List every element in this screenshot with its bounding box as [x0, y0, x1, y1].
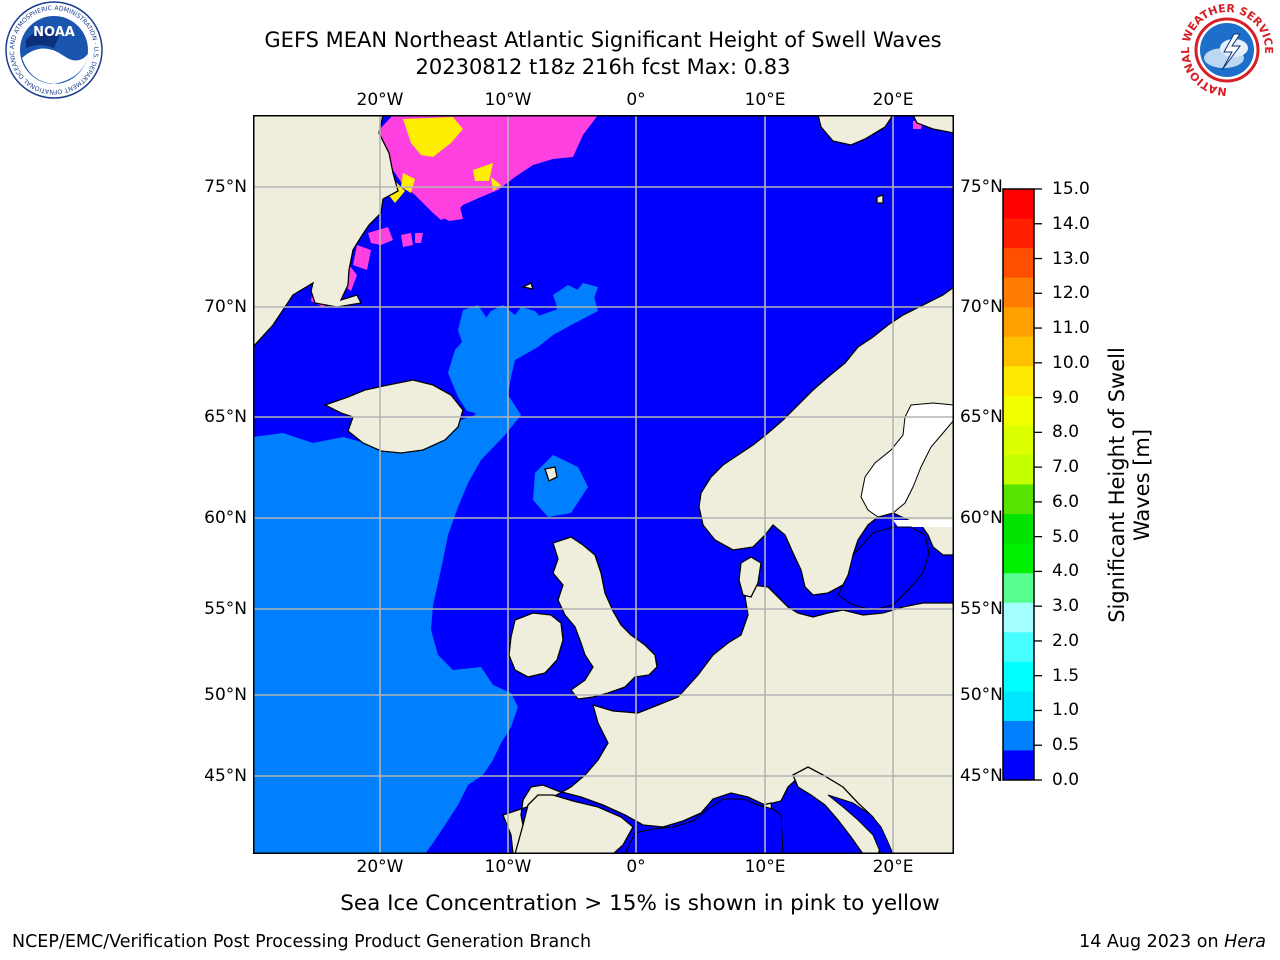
svalbard: [817, 115, 894, 146]
lat-tick-left: 75°N: [204, 177, 247, 197]
colorbar-band: [1003, 277, 1034, 308]
greenland: [253, 115, 399, 348]
colorbar-label: Significant Height of Swell Waves [m]: [1105, 347, 1154, 623]
colorbar-tick-label: 14.0: [1052, 213, 1090, 234]
lon-tick-bottom: 20°E: [872, 857, 914, 877]
colorbar-tick-label: 0.0: [1052, 770, 1080, 790]
colorbar-band: [1003, 395, 1034, 426]
lon-tick-top: 20°W: [356, 90, 404, 110]
lat-tick-left: 45°N: [204, 766, 247, 786]
colorbar-band: [1003, 573, 1034, 604]
lon-tick-bottom: 20°W: [356, 857, 404, 877]
colorbar-tick-label: 5.0: [1052, 526, 1080, 547]
map-gridlines: [253, 115, 954, 854]
colorbar-tick-label: 3.0: [1052, 596, 1080, 617]
colorbar-band: [1003, 425, 1034, 456]
svg-text:NOAA: NOAA: [33, 25, 75, 40]
colorbar-tick-label: 7.0: [1052, 457, 1080, 478]
footer-host: Hera: [1224, 932, 1266, 952]
lon-tick-top: 10°W: [484, 90, 532, 110]
lat-tick-left: 70°N: [204, 297, 247, 317]
colorbar-tick-label: 4.0: [1052, 561, 1080, 582]
lon-tick-top: 10°E: [744, 90, 786, 110]
great-britain: [552, 536, 658, 700]
lat-tick-right: 65°N: [960, 407, 1003, 427]
colorbar-band: [1003, 366, 1034, 397]
colorbar-band: [1003, 336, 1034, 367]
colorbar-band: [1003, 248, 1034, 279]
map-frame: [253, 115, 954, 854]
map-plot: [253, 115, 954, 854]
swell-region-mid: [253, 285, 598, 854]
denmark: [738, 556, 762, 598]
footer-date: 14 Aug 2023 on Hera: [1079, 932, 1266, 952]
swell-region-mid-north: [448, 289, 588, 415]
colorbar-band: [1003, 750, 1034, 781]
sea-ice-high: [387, 117, 501, 203]
colorbar-tick-label: 13.0: [1052, 248, 1090, 269]
colorbar-tick-label: 8.0: [1052, 422, 1080, 443]
lon-tick-top: 20°E: [872, 90, 914, 110]
italy: [792, 766, 886, 854]
lat-tick-right: 50°N: [960, 685, 1003, 705]
colorbar-tick-label: 9.0: [1052, 387, 1080, 408]
lat-tick-left: 50°N: [204, 685, 247, 705]
lat-tick-right: 70°N: [960, 297, 1003, 317]
lon-tick-bottom: 10°E: [744, 857, 786, 877]
colorbar-band: [1003, 484, 1034, 515]
colorbar-band: [1003, 543, 1034, 574]
lat-tick-right: 45°N: [960, 766, 1003, 786]
colorbar-tick-label: 10.0: [1052, 352, 1090, 373]
lat-tick-left: 60°N: [204, 508, 247, 528]
colorbar-band: [1003, 661, 1034, 692]
colorbar-tick-label: 12.0: [1052, 283, 1090, 304]
chart-title: GEFS MEAN Northeast Atlantic Significant…: [264, 28, 942, 52]
colorbar-band: [1003, 189, 1034, 220]
lat-tick-right: 60°N: [960, 508, 1003, 528]
colorbar-tick-label: 15.0: [1052, 179, 1090, 199]
colorbar-band: [1003, 307, 1034, 338]
sea-ice-note: Sea Ice Concentration > 15% is shown in …: [340, 891, 940, 916]
lon-tick-bottom: 0°: [626, 857, 646, 877]
chart-subtitle: 20230812 t18z 216h fcst Max: 0.83: [415, 55, 791, 79]
iberia: [514, 794, 634, 854]
colorbar-tick-label: 1.0: [1052, 700, 1080, 721]
colorbar-band: [1003, 514, 1034, 545]
lat-tick-right: 75°N: [960, 177, 1003, 197]
colorbar: [1002, 188, 1042, 781]
colorbar-band: [1003, 632, 1034, 663]
lat-tick-left: 55°N: [204, 599, 247, 619]
ireland: [508, 612, 564, 678]
colorbar-band: [1003, 454, 1034, 485]
colorbar-tick-label: 2.0: [1052, 630, 1080, 651]
colorbar-tick-label: 6.0: [1052, 491, 1080, 512]
lon-tick-top: 0°: [626, 90, 646, 110]
colorbar-band: [1003, 720, 1034, 751]
lon-tick-bottom: 10°W: [484, 857, 532, 877]
colorbar-tick-label: 1.5: [1052, 665, 1080, 686]
noaa-logo: NOAA NATIONAL OCEANIC AND ATMOSPHERIC AD…: [2, 0, 103, 99]
colorbar-band: [1003, 602, 1034, 633]
colorbar-band: [1003, 218, 1034, 249]
colorbar-tick-label: 11.0: [1052, 318, 1090, 339]
nws-logo: NATIONAL WEATHER SERVICE: [1179, 2, 1275, 98]
lat-tick-left: 65°N: [204, 407, 247, 427]
colorbar-tick-label: 0.5: [1052, 735, 1080, 756]
colorbar-band: [1003, 691, 1034, 722]
footer-credit: NCEP/EMC/Verification Post Processing Pr…: [12, 932, 592, 952]
lat-tick-right: 55°N: [960, 599, 1003, 619]
